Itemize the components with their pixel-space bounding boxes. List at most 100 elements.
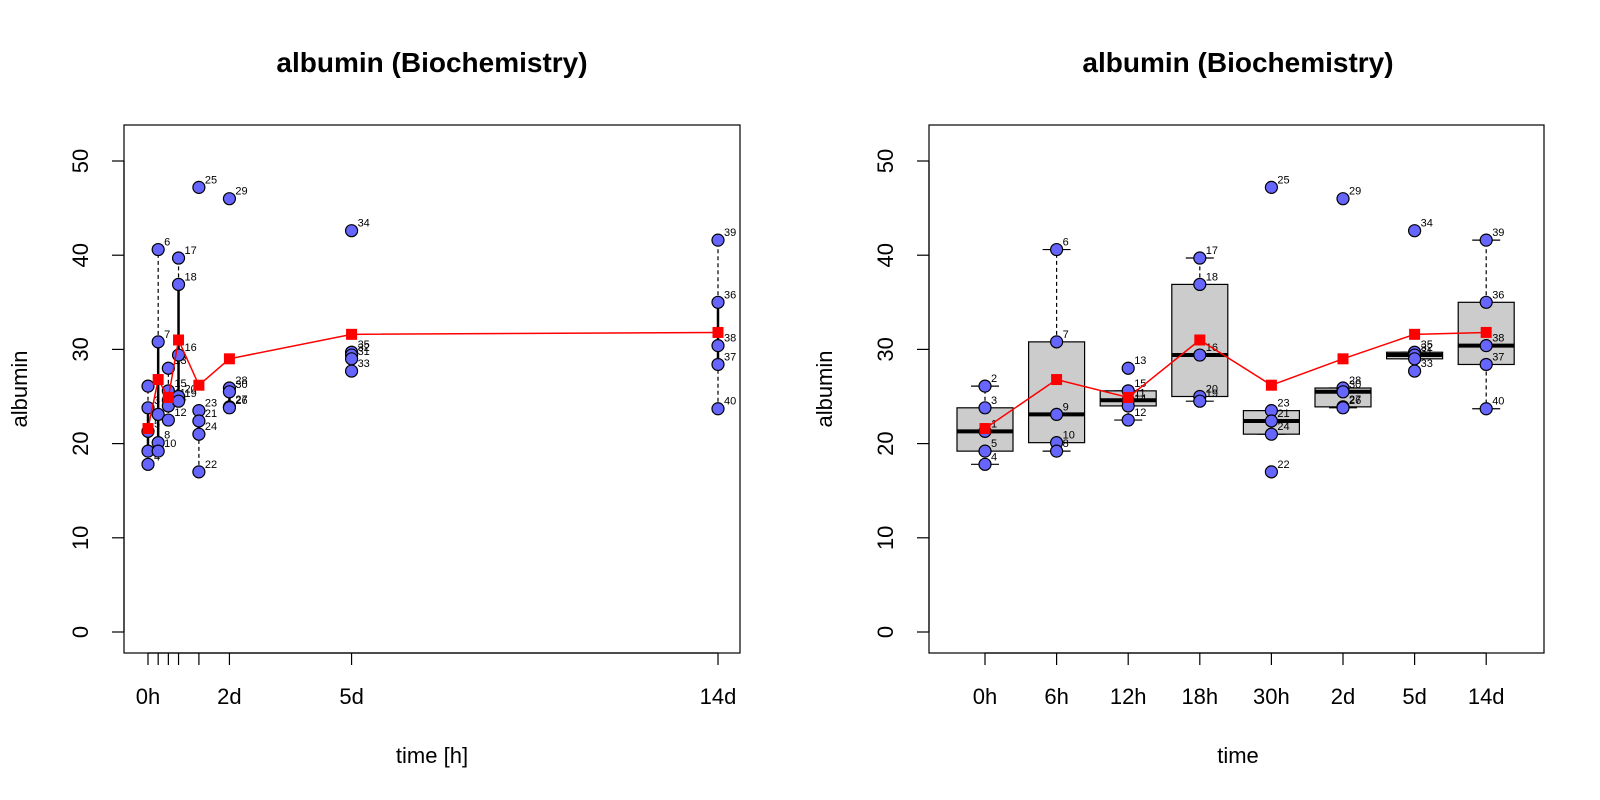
data-point [151, 444, 165, 458]
plot-frame-right [928, 124, 1545, 654]
point-label: 29 [235, 186, 247, 198]
chart-title-left: albumin (Biochemistry) [276, 47, 587, 78]
point-label: 10 [164, 438, 176, 450]
point-label: 27 [235, 394, 247, 406]
x-tick-label: 5d [339, 684, 363, 709]
point-label: 17 [1206, 245, 1218, 257]
mean-marker [1122, 391, 1134, 403]
point-label: 6 [164, 237, 170, 249]
point-label: 35 [1421, 339, 1433, 351]
data-point [344, 364, 359, 378]
x-tick-label: 14d [700, 684, 737, 709]
data-point [978, 444, 992, 458]
x-tick-label: 6h [1044, 684, 1068, 709]
point-label: 32 [358, 342, 370, 354]
data-point [1121, 413, 1135, 427]
point-label: 8 [164, 430, 170, 442]
point-label: 27 [1349, 394, 1361, 406]
point-label: 3 [154, 395, 160, 407]
chart-title-right: albumin (Biochemistry) [1082, 47, 1393, 78]
mean-line [147, 331, 719, 429]
data-point [1407, 352, 1422, 366]
data-point [711, 357, 725, 372]
mean-marker [223, 353, 235, 365]
data-point [1264, 427, 1279, 441]
point-label: 7 [164, 329, 170, 341]
panel-right: albumin (Biochemistry) time albumin 0 10 2… [812, 47, 1545, 768]
mean-marker [193, 379, 205, 391]
data-point [192, 427, 206, 441]
data-point [1193, 277, 1207, 292]
point-label: 11 [1134, 387, 1145, 399]
point-label: 39 [724, 227, 736, 239]
y-axis-label-right: albumin [812, 350, 837, 427]
point-label: 33 [358, 358, 370, 370]
point-label: 38 [1492, 333, 1504, 345]
point-label: 10 [1063, 430, 1075, 442]
data-point [1264, 465, 1279, 479]
data-point [1049, 335, 1064, 349]
y-tick-label: 20 [873, 431, 898, 455]
data-point [711, 233, 725, 247]
point-label: 23 [1277, 398, 1289, 410]
y-tick-label: 30 [873, 337, 898, 361]
point-label: 28 [235, 375, 247, 387]
panel-left: albumin (Biochemistry) time [h] albumin … [7, 47, 741, 768]
point-label: 19 [185, 388, 197, 400]
point-label: 31 [1421, 346, 1433, 358]
point-label: 31 [358, 346, 370, 358]
data-point [222, 385, 237, 399]
point-label: 26 [1349, 395, 1361, 407]
point-label: 22 [205, 459, 217, 471]
data-point [1049, 242, 1064, 257]
x-tick-label: 2d [1331, 684, 1355, 709]
data-point [1479, 233, 1493, 247]
x-tick-label: 12h [1110, 684, 1147, 709]
data-point [1479, 295, 1493, 309]
point-label: 29 [1349, 186, 1361, 198]
point-label: 2 [991, 373, 997, 385]
data-point [978, 401, 992, 415]
mean-marker [712, 326, 724, 338]
x-axis-label-right: time [1217, 743, 1259, 768]
point-label: 24 [1277, 421, 1289, 433]
data-point [1407, 224, 1422, 238]
data-point [222, 192, 237, 206]
mean-marker [346, 328, 358, 340]
x-tick-label: 0h [136, 684, 160, 709]
data-point [978, 457, 992, 471]
plot-frame-left [123, 124, 741, 654]
data-point [141, 379, 155, 393]
data-point [1336, 192, 1350, 206]
point-label: 40 [1492, 396, 1504, 408]
point-label: 12 [1134, 407, 1146, 419]
point-label: 14 [1134, 393, 1146, 405]
y-tick-label: 0 [68, 626, 93, 638]
data-point [1336, 385, 1350, 399]
data-point [192, 465, 206, 479]
x-tick-label: 5d [1402, 684, 1426, 709]
point-label: 39 [1492, 227, 1504, 239]
data-point [1049, 444, 1064, 458]
data-point [141, 457, 155, 471]
point-label: 5 [991, 438, 997, 450]
data-point [192, 414, 206, 428]
y-tick-label: 20 [68, 431, 93, 455]
y-tick-label: 40 [873, 243, 898, 267]
point-label: 12 [174, 407, 186, 419]
point-label: 24 [205, 421, 217, 433]
data-point [1479, 357, 1493, 372]
mean-marker [162, 391, 174, 403]
point-label: 25 [1277, 174, 1289, 186]
data-point [711, 339, 725, 353]
data-point [978, 379, 992, 393]
x-axis-label-left: time [h] [396, 743, 468, 768]
y-tick-label: 50 [68, 149, 93, 173]
data-point [1193, 348, 1207, 362]
mean-line [984, 331, 1487, 430]
point-label: 18 [1206, 271, 1218, 283]
y-tick-label: 10 [873, 526, 898, 550]
data-point [1049, 407, 1064, 421]
data-point [192, 180, 206, 194]
